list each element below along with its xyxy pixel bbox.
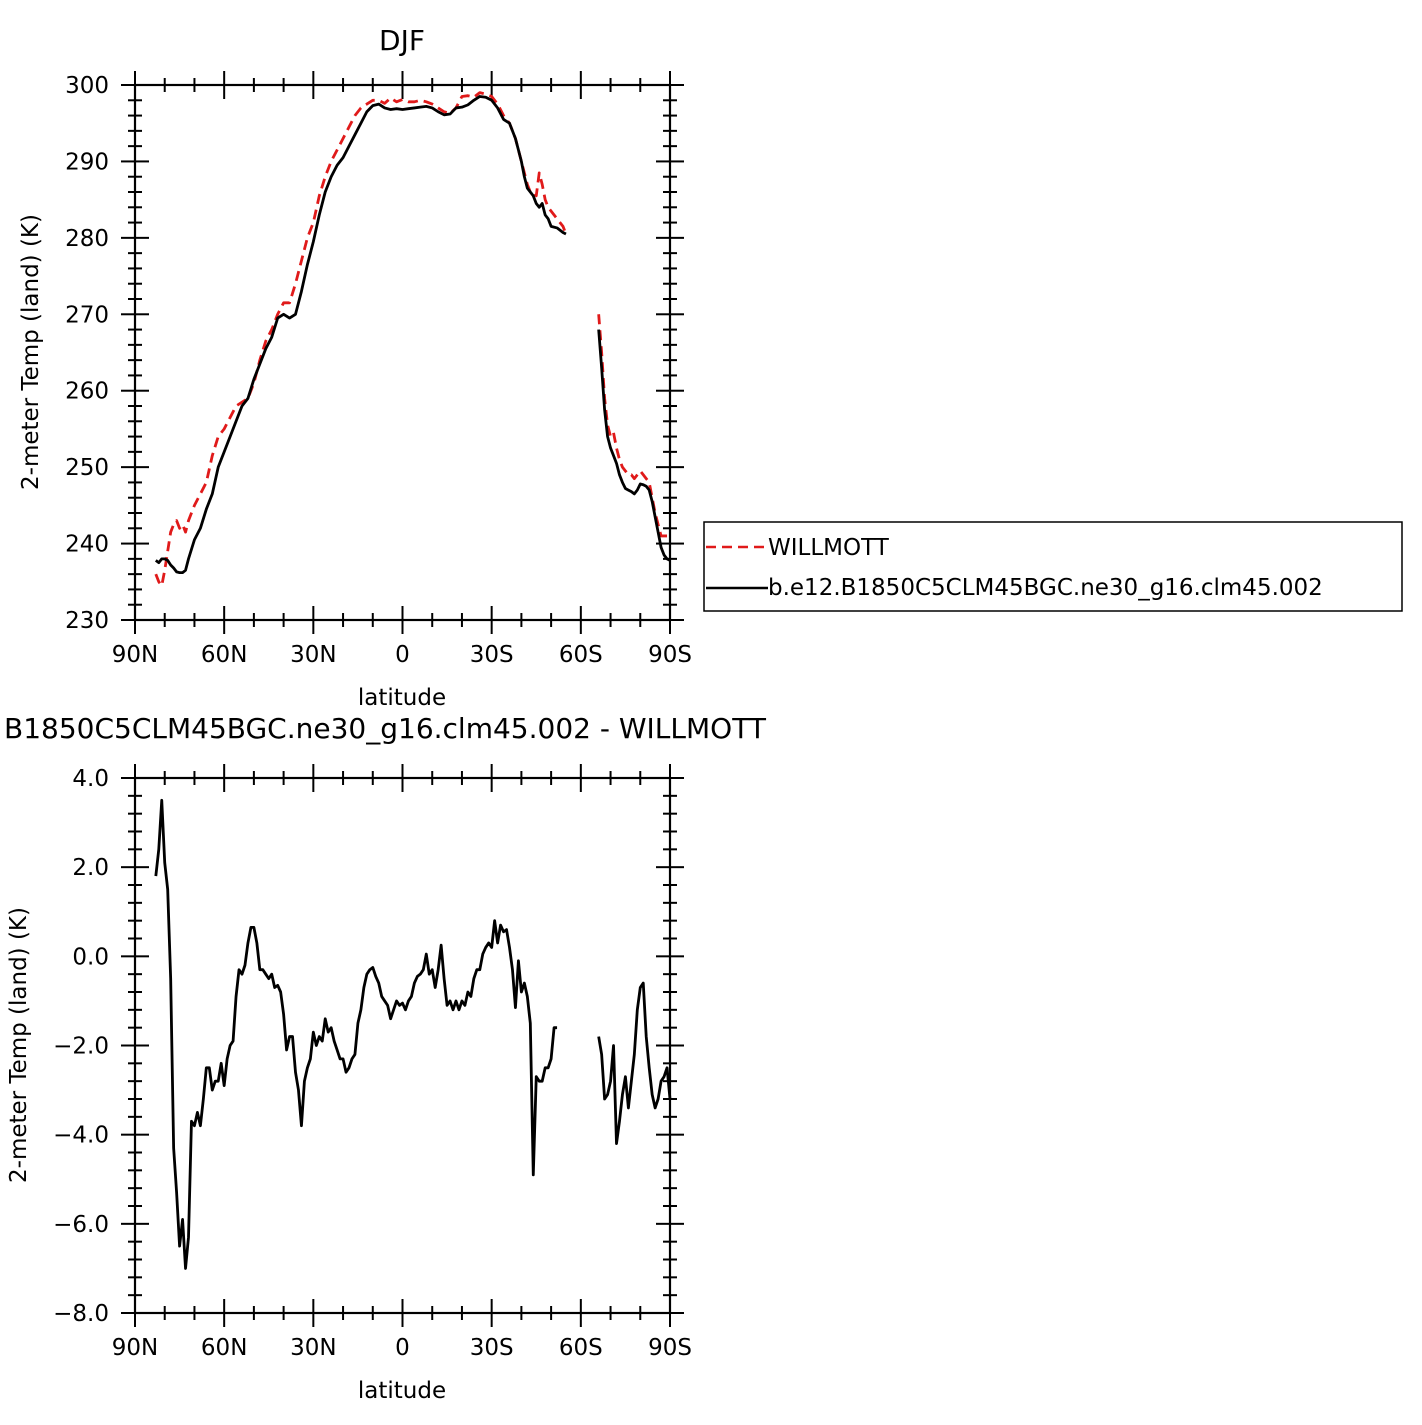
bottom-series-lines [154,798,672,1270]
top-y-tick-label: 240 [65,532,109,558]
top-x-tick-label: 90S [648,642,692,668]
bottom-y-tick-label: −8.0 [53,1301,109,1327]
bottom-y-tick-label: −4.0 [53,1123,109,1149]
bottom-x-axis-label: latitude [358,1378,446,1404]
top-x-axis-label: latitude [358,685,446,711]
top-x-tick-label: 30N [290,642,336,668]
bottom-plot-frame [133,776,672,1315]
top-series-line-0 [597,314,668,538]
bottom-y-tick-label: 4.0 [72,766,109,792]
top-y-tick-label: 270 [65,302,109,328]
bottom-y-tick-label: 0.0 [72,944,109,970]
top-series-line-1 [597,329,671,562]
bottom-x-tick-label: 30N [290,1335,336,1361]
bottom-panel: B1850C5CLM45BGC.ne30_g16.clm45.002 - WIL… [4,712,767,1404]
bottom-panel-title: B1850C5CLM45BGC.ne30_g16.clm45.002 - WIL… [4,712,767,745]
bottom-y-tick-label: −6.0 [53,1212,109,1238]
top-panel-title: DJF [379,24,425,57]
bottom-x-tick-label: 0 [395,1335,410,1361]
top-y-tick-label: 290 [65,149,109,175]
top-y-tick-label: 280 [65,226,109,252]
top-series-lines [154,91,671,588]
bottom-series-line-0 [597,981,672,1145]
top-plot-frame [133,83,672,622]
top-panel: DJF 90N 60N 30N 0 30S 60S 90S 230 240 250 260 270 28… [18,24,692,711]
bottom-y-axis-label: 2-meter Temp (land) (K) [6,907,32,1183]
bottom-y-tick-label: −2.0 [53,1034,109,1060]
legend-label-model: b.e12.B1850C5CLM45BGC.ne30_g16.clm45.002 [768,575,1323,601]
bottom-x-tick-label: 30S [470,1335,514,1361]
top-y-tick-label: 260 [65,379,109,405]
top-x-tick-label: 60N [201,642,247,668]
top-series-line-1 [154,95,567,575]
top-x-tick-label: 60S [559,642,603,668]
top-x-tick-label: 90N [112,642,158,668]
top-series-line-0 [154,91,568,588]
legend-box [703,521,1403,612]
legend-label-willmott: WILLMOTT [768,535,890,561]
top-x-tick-label: 30S [470,642,514,668]
top-axis-ticks: 90N 60N 30N 0 30S 60S 90S 230 240 250 260 270 280 290… [65,71,692,668]
bottom-x-tick-label: 60N [201,1335,247,1361]
bottom-y-tick-label: 2.0 [72,855,109,881]
legend: WILLMOTT b.e12.B1850C5CLM45BGC.ne30_g16.… [703,521,1403,612]
bottom-x-tick-label: 90S [648,1335,692,1361]
top-y-tick-label: 300 [65,73,109,99]
top-y-tick-label: 250 [65,455,109,481]
top-y-tick-label: 230 [65,608,109,634]
bottom-x-tick-label: 60S [559,1335,603,1361]
top-x-tick-label: 0 [395,642,410,668]
bottom-series-line-0 [154,798,558,1270]
top-y-axis-label: 2-meter Temp (land) (K) [18,214,44,490]
bottom-axis-ticks: 90N 60N 30N 0 30S 60S 90S −8.0 −6.0 −4.0 −2.0 0.0 2.… [53,764,692,1361]
bottom-x-tick-label: 90N [112,1335,158,1361]
